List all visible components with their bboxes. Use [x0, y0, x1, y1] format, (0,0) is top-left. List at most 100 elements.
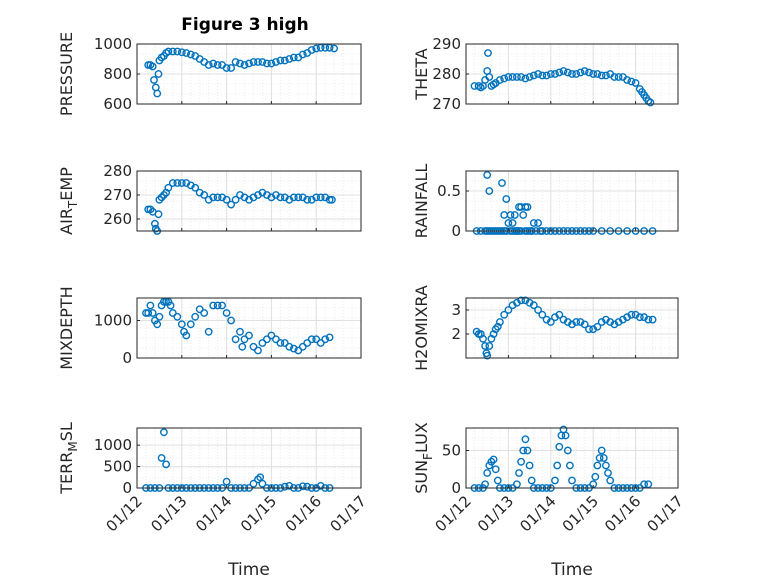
data-point — [504, 306, 513, 314]
data-point — [303, 195, 312, 204]
x-axis-label: Time — [550, 560, 593, 580]
y-axis-label-subscript: T — [66, 200, 80, 209]
data-point — [325, 195, 334, 204]
data-point — [568, 476, 576, 485]
y-tick-label: 600 — [103, 95, 132, 113]
subplot-pressure: 600 800 1000 PRESSURE — [57, 32, 362, 116]
y-axis-label-tail: LUX — [412, 422, 431, 453]
data-point — [551, 70, 559, 78]
x-tick-label: 01/12 — [432, 492, 475, 535]
y-tick-label: 0.5 — [437, 182, 461, 200]
data-point — [635, 313, 644, 322]
y-tick-label: 0 — [451, 222, 461, 240]
data-point — [508, 219, 517, 227]
data-point — [585, 68, 593, 77]
y-tick-label: 1000 — [94, 312, 132, 330]
data-point — [307, 46, 316, 54]
x-tick-label: 01/14 — [192, 492, 235, 535]
data-point — [276, 339, 285, 347]
data-point — [271, 335, 280, 344]
data-point — [168, 179, 177, 187]
x-tick-label: 01/15 — [237, 492, 280, 535]
data-point — [566, 461, 574, 470]
data-point — [481, 480, 489, 489]
data-point — [294, 193, 303, 202]
subplot-sun_flux: 0 50 01/12 01/13 01/14 01/15 01/16 01/17 SUNFLUX… — [412, 422, 687, 580]
data-point — [289, 193, 298, 202]
data-point — [312, 335, 321, 344]
data-point — [209, 301, 218, 310]
data-point — [267, 59, 276, 68]
data-point — [227, 64, 236, 72]
data-point — [572, 318, 581, 326]
data-point — [231, 195, 240, 204]
data-point — [254, 346, 262, 355]
data-point — [330, 44, 338, 53]
data-point — [258, 339, 267, 347]
data-point — [517, 73, 525, 81]
data-point — [298, 50, 307, 59]
data-point — [177, 179, 186, 187]
y-axis-label-main: AIR — [57, 208, 76, 235]
axes-box — [465, 427, 679, 489]
axes-box — [465, 170, 679, 232]
data-point — [640, 480, 648, 489]
data-point — [597, 446, 606, 455]
data-point — [534, 306, 542, 314]
data-point — [164, 183, 173, 192]
y-tick-label: 500 — [103, 458, 132, 476]
y-tick-label: 800 — [103, 65, 132, 83]
data-point — [150, 219, 159, 228]
data-point — [148, 309, 157, 317]
data-point — [559, 67, 568, 75]
data-point — [485, 187, 494, 195]
data-point — [144, 309, 153, 317]
data-point — [204, 327, 213, 336]
data-point — [154, 70, 163, 78]
y-axis-label: H2OMIXRA — [412, 285, 431, 371]
data-point — [519, 446, 528, 455]
x-tick-label: 01/12 — [103, 492, 146, 535]
y-axis-label-subscript: M — [66, 441, 80, 451]
data-point — [213, 301, 222, 310]
data-point — [321, 43, 330, 52]
x-tick-label: 01/15 — [559, 492, 602, 535]
data-point — [602, 71, 610, 80]
data-point — [154, 210, 163, 219]
y-axis-label-main: TERR — [57, 452, 76, 495]
data-point — [159, 428, 168, 437]
data-point — [209, 59, 218, 68]
data-point — [502, 195, 511, 203]
data-point — [325, 43, 334, 52]
y-axis-label: TERRMSL — [57, 422, 80, 495]
data-point — [155, 312, 164, 321]
data-point — [546, 70, 555, 78]
data-point — [623, 76, 631, 84]
data-point — [236, 59, 244, 68]
data-point — [303, 339, 312, 347]
data-point — [627, 77, 636, 86]
data-point — [576, 68, 585, 77]
data-point — [493, 476, 502, 485]
data-point — [555, 68, 564, 77]
data-point — [487, 457, 496, 466]
data-point — [563, 68, 572, 77]
data-point — [285, 481, 294, 490]
data-point — [495, 318, 504, 326]
data-point — [222, 309, 231, 317]
data-point — [644, 315, 653, 324]
axes-box — [136, 297, 362, 359]
data-point — [222, 64, 231, 72]
data-point — [504, 219, 513, 227]
data-point — [580, 67, 589, 75]
data-point — [249, 479, 258, 488]
data-point — [479, 334, 487, 343]
data-point — [644, 480, 653, 489]
data-point — [591, 472, 600, 481]
data-point — [483, 351, 492, 360]
data-point — [153, 320, 162, 329]
data-point — [519, 211, 528, 219]
data-point — [276, 56, 285, 65]
